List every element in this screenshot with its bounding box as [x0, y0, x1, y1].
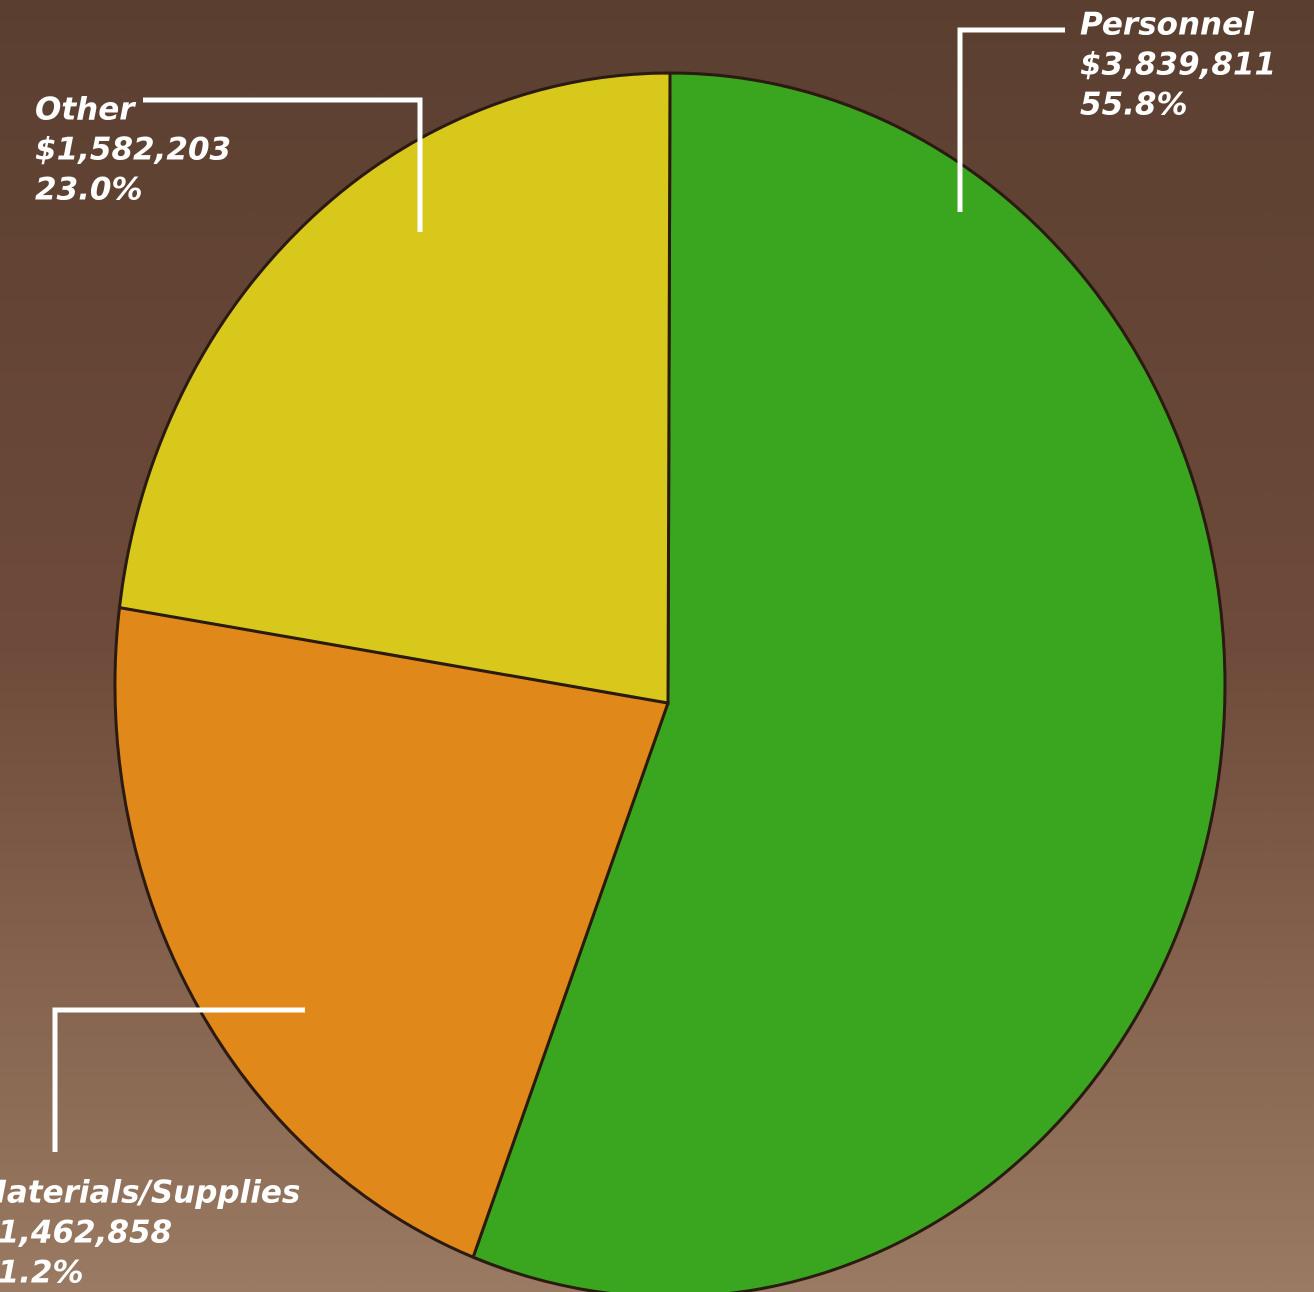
slice-amount: $3,839,811	[1080, 47, 1276, 83]
slice-amount: $1,462,858	[0, 1215, 172, 1251]
slice-percent: 23.0%	[35, 172, 143, 208]
slice-name: Personnel	[1080, 7, 1254, 43]
slice-percent: 55.8%	[1080, 87, 1188, 123]
slice-amount: $1,582,203	[35, 132, 231, 168]
chart: Personnel $3,839,811 55.8% Other $1,582,…	[0, 0, 1314, 1292]
slice-name: Other	[35, 92, 136, 128]
slice-name: Materials/Supplies	[0, 1175, 300, 1211]
slice-percent: 21.2%	[0, 1255, 84, 1291]
page: Personnel $3,839,811 55.8% Other $1,582,…	[0, 0, 1314, 1292]
pie	[115, 73, 1225, 1292]
